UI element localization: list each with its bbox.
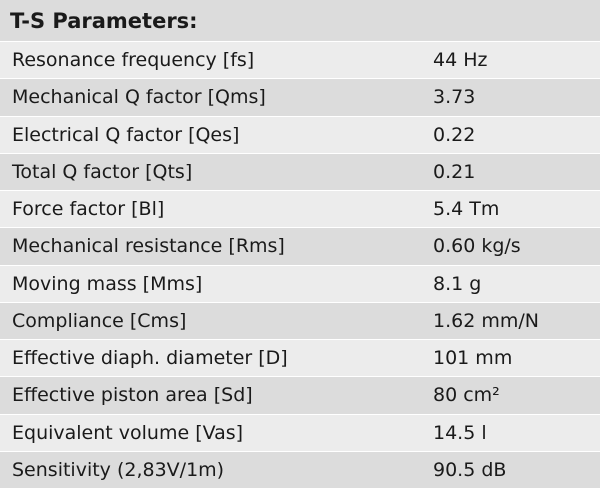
table-row: Force factor [Bl] 5.4 Tm — [0, 190, 600, 228]
parameter-label: Equivalent volume [Vas] — [12, 421, 244, 444]
parameter-value: 5.4 Tm — [433, 198, 500, 221]
parameter-value: 101 mm — [433, 347, 513, 370]
parameter-value: 80 cm² — [433, 384, 500, 407]
table-row: Resonance frequency [fs] 44 Hz — [0, 41, 600, 79]
parameter-value: 90.5 dB — [433, 458, 507, 481]
parameter-value: 14.5 l — [433, 421, 487, 444]
table-row: Electrical Q factor [Qes] 0.22 — [0, 115, 600, 153]
table-row: Effective piston area [Sd] 80 cm² — [0, 376, 600, 414]
parameter-label: Mechanical Q factor [Qms] — [12, 86, 266, 109]
parameter-label: Electrical Q factor [Qes] — [12, 123, 240, 146]
parameter-value: 3.73 — [433, 86, 476, 109]
parameter-label: Total Q factor [Qts] — [12, 160, 193, 183]
parameter-label: Effective piston area [Sd] — [12, 384, 253, 407]
table-row: Sensitivity (2,83V/1m) 90.5 dB — [0, 450, 600, 488]
parameter-value: 8.1 g — [433, 272, 482, 295]
table-row: Moving mass [Mms] 8.1 g — [0, 264, 600, 302]
table-row: Mechanical resistance [Rms] 0.60 kg/s — [0, 227, 600, 265]
parameter-value: 1.62 mm/N — [433, 309, 539, 332]
parameter-value: 44 Hz — [433, 49, 488, 72]
parameter-label: Effective diaph. diameter [D] — [12, 347, 288, 370]
parameter-label: Force factor [Bl] — [12, 198, 165, 221]
table-row: Equivalent volume [Vas] 14.5 l — [0, 413, 600, 451]
table-row: Effective diaph. diameter [D] 101 mm — [0, 339, 600, 377]
parameter-label: Resonance frequency [fs] — [12, 49, 255, 72]
parameter-value: 0.22 — [433, 123, 476, 146]
table-row: Compliance [Cms] 1.62 mm/N — [0, 301, 600, 339]
parameter-value: 0.60 kg/s — [433, 235, 521, 258]
parameter-label: Sensitivity (2,83V/1m) — [12, 458, 225, 481]
table-title: T-S Parameters: — [0, 0, 600, 41]
parameter-label: Compliance [Cms] — [12, 309, 187, 332]
table-row: Mechanical Q factor [Qms] 3.73 — [0, 78, 600, 116]
parameter-label: Moving mass [Mms] — [12, 272, 203, 295]
parameter-label: Mechanical resistance [Rms] — [12, 235, 285, 258]
parameter-value: 0.21 — [433, 160, 476, 183]
table-row: Total Q factor [Qts] 0.21 — [0, 152, 600, 190]
